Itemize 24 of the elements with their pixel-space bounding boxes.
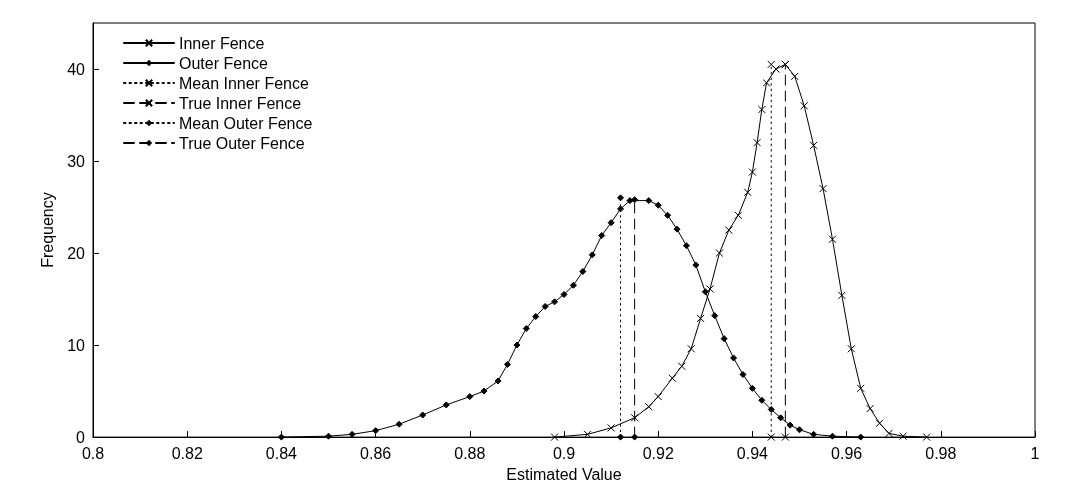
x-tick-label: 0.94 xyxy=(736,444,769,462)
x-tick-label: 0.84 xyxy=(265,444,298,462)
x-axis-title: Estimated Value xyxy=(506,465,622,483)
legend-label: Mean Outer Fence xyxy=(179,114,313,132)
x-tick-label: 0.98 xyxy=(925,444,957,462)
y-tick-label: 30 xyxy=(67,152,86,170)
legend-label: Outer Fence xyxy=(179,54,269,72)
x-tick-label: 0.82 xyxy=(171,444,203,462)
x-tick-label: 0.8 xyxy=(81,444,105,462)
y-tick-label: 10 xyxy=(67,336,86,354)
legend-label: True Inner Fence xyxy=(179,94,302,112)
legend-label: Mean Inner Fence xyxy=(179,74,309,92)
x-tick-label: 0.9 xyxy=(552,444,576,462)
x-tick-label: 0.92 xyxy=(642,444,674,462)
y-axis-title: Frequency xyxy=(38,192,56,268)
y-tick-label: 20 xyxy=(67,244,86,262)
legend-label: Inner Fence xyxy=(179,34,265,52)
x-tick-label: 0.96 xyxy=(831,444,863,462)
legend-label: True Outer Fence xyxy=(179,134,305,152)
x-tick-label: 0.88 xyxy=(454,444,486,462)
x-tick-label: 0.86 xyxy=(360,444,392,462)
y-tick-label: 40 xyxy=(67,60,86,78)
y-tick-label: 0 xyxy=(76,428,86,446)
x-tick-label: 1 xyxy=(1030,444,1040,462)
